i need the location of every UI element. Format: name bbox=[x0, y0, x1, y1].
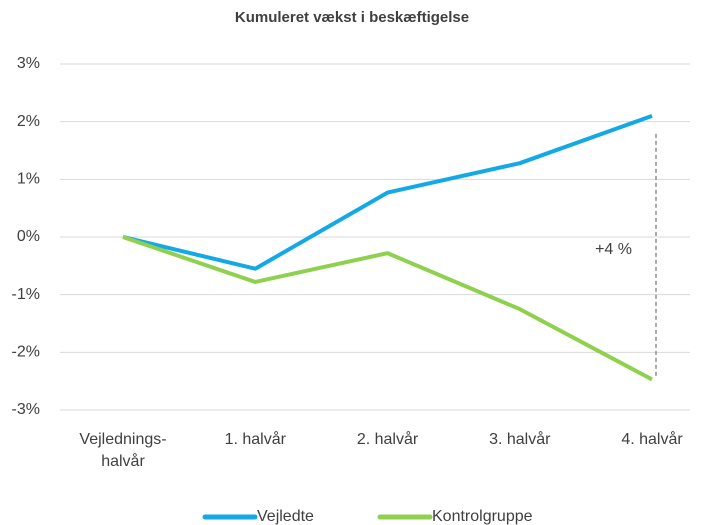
legend-label: Kontrolgruppe bbox=[432, 508, 533, 525]
y-tick-label: -2% bbox=[12, 344, 40, 361]
annotation: +4 % bbox=[595, 241, 632, 258]
series-line bbox=[122, 235, 653, 382]
x-tick-label: Vejlednings-halvår bbox=[79, 431, 166, 470]
y-tick-label: -3% bbox=[12, 401, 40, 418]
legend-label: Vejledte bbox=[257, 508, 314, 525]
x-tick-label: 4. halvår bbox=[621, 430, 683, 448]
y-tick-label: 0% bbox=[17, 228, 40, 245]
y-tick-label: 2% bbox=[17, 113, 40, 130]
y-tick-label: 3% bbox=[17, 55, 40, 72]
y-tick-label: 1% bbox=[17, 171, 40, 188]
x-tick-label: 3. halvår bbox=[489, 430, 551, 448]
series-line bbox=[122, 114, 653, 271]
x-tick-label: 2. halvår bbox=[357, 430, 419, 448]
x-tick-label: 1. halvår bbox=[225, 430, 287, 448]
chart-title: Kumuleret vækst i beskæftigelse bbox=[235, 9, 469, 26]
y-tick-label: -1% bbox=[12, 286, 40, 303]
